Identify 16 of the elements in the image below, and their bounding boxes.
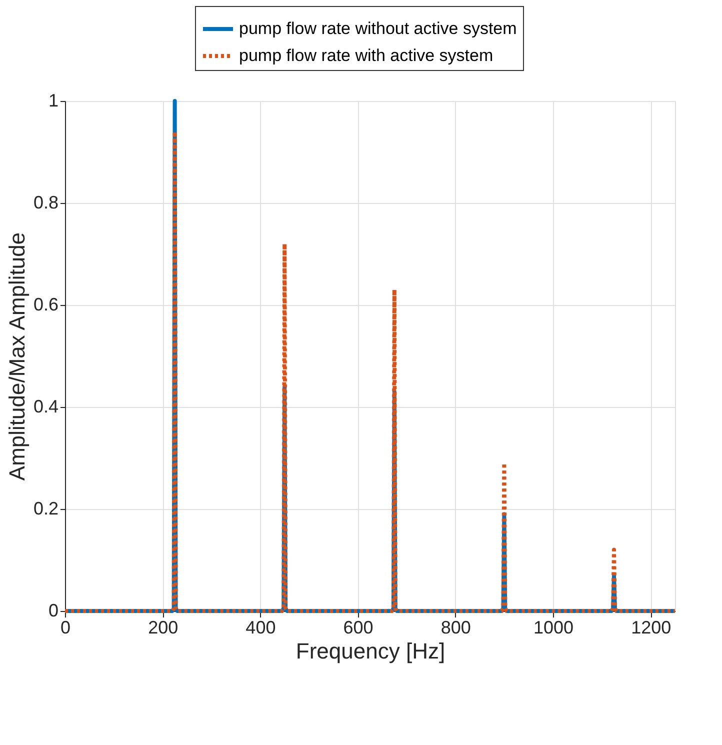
- x-tick-label: 600: [343, 618, 374, 638]
- y-tick-label: 0.4: [33, 396, 58, 416]
- x-axis-title: Frequency [Hz]: [296, 638, 446, 664]
- x-tick-label: 1200: [631, 618, 672, 638]
- y-tick-label: 0.6: [33, 294, 58, 314]
- x-tick-label: 1000: [533, 618, 574, 638]
- y-tick-label: 0: [48, 600, 58, 620]
- legend-label: pump flow rate without active system: [239, 19, 517, 38]
- y-axis-title: Amplitude/Max Amplitude: [4, 232, 30, 481]
- y-tick-label: 0.2: [33, 498, 58, 518]
- x-tick-label: 200: [148, 618, 178, 638]
- x-tick-label: 400: [246, 618, 276, 638]
- x-tick-label: 800: [440, 618, 471, 638]
- y-tick-label: 0.8: [33, 192, 58, 212]
- legend-label: pump flow rate with active system: [239, 46, 494, 65]
- y-tick-label: 1: [48, 90, 58, 110]
